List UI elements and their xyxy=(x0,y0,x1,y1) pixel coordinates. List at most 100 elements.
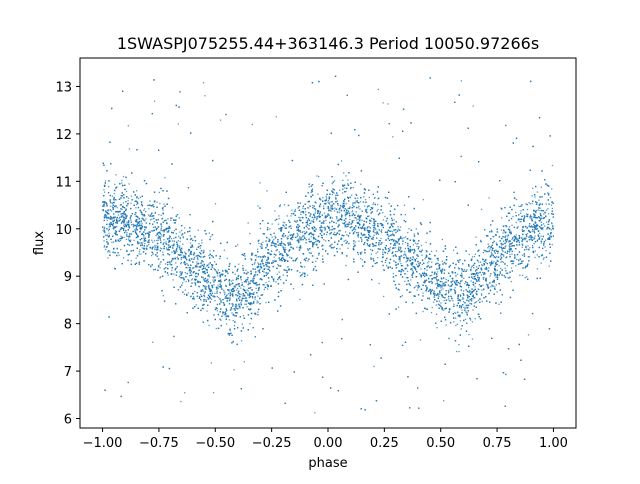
scatter-point xyxy=(399,260,401,263)
scatter-point xyxy=(299,239,301,241)
scatter-point xyxy=(458,344,460,346)
scatter-point xyxy=(505,272,507,274)
scatter-point xyxy=(389,246,391,248)
scatter-point xyxy=(431,281,434,283)
scatter-point xyxy=(265,301,267,304)
scatter-point xyxy=(296,257,298,259)
scatter-point xyxy=(525,213,528,215)
scatter-point xyxy=(167,218,169,220)
scatter-point xyxy=(108,232,110,235)
scatter-point xyxy=(275,116,277,118)
scatter-point xyxy=(204,95,206,97)
scatter-point xyxy=(160,226,163,228)
scatter-point xyxy=(506,226,508,228)
scatter-point xyxy=(343,240,345,242)
scatter-point xyxy=(242,315,245,317)
scatter-point xyxy=(439,293,441,295)
scatter-point xyxy=(400,262,402,265)
scatter-point xyxy=(225,284,227,287)
scatter-point xyxy=(176,246,178,248)
scatter-point xyxy=(452,249,455,251)
scatter-point xyxy=(152,241,154,243)
scatter-point xyxy=(132,230,135,232)
scatter-point xyxy=(154,245,156,247)
scatter-point xyxy=(508,251,511,253)
scatter-point xyxy=(376,191,379,193)
scatter-point xyxy=(128,183,130,185)
scatter-point xyxy=(535,209,538,212)
scatter-point xyxy=(329,209,332,211)
scatter-point xyxy=(413,287,415,289)
scatter-point xyxy=(206,282,208,284)
scatter-point xyxy=(179,277,182,279)
scatter-point xyxy=(480,208,483,211)
scatter-point xyxy=(156,239,158,242)
scatter-point xyxy=(532,226,534,229)
scatter-point xyxy=(140,210,142,212)
scatter-point xyxy=(345,231,347,233)
scatter-point xyxy=(290,215,292,217)
scatter-point xyxy=(359,208,361,210)
scatter-point xyxy=(114,230,117,232)
scatter-point xyxy=(273,256,275,258)
scatter-point xyxy=(202,290,204,292)
scatter-point xyxy=(499,270,501,273)
scatter-point xyxy=(345,203,347,205)
scatter-point xyxy=(249,232,251,235)
scatter-point xyxy=(283,236,285,238)
scatter-point xyxy=(161,230,163,232)
scatter-point xyxy=(360,183,362,185)
scatter-point xyxy=(547,208,549,210)
scatter-point xyxy=(323,222,325,224)
scatter-point xyxy=(203,279,205,281)
scatter-point xyxy=(343,172,345,174)
scatter-point xyxy=(334,207,336,209)
scatter-point xyxy=(174,252,177,254)
scatter-point xyxy=(542,223,545,225)
scatter-point xyxy=(143,237,145,239)
scatter-point xyxy=(123,221,125,223)
scatter-point xyxy=(233,325,236,327)
scatter-point xyxy=(361,219,363,221)
scatter-point xyxy=(263,255,265,257)
scatter-point xyxy=(136,203,138,206)
scatter-point xyxy=(104,226,106,228)
scatter-point xyxy=(372,224,374,227)
scatter-point xyxy=(487,243,489,245)
scatter-point xyxy=(504,225,506,227)
scatter-point xyxy=(130,219,132,221)
scatter-point xyxy=(116,206,118,209)
scatter-point xyxy=(549,196,552,199)
scatter-point xyxy=(115,187,117,189)
scatter-point xyxy=(351,211,353,213)
scatter-point xyxy=(359,223,361,225)
scatter-point xyxy=(392,136,394,138)
scatter-point xyxy=(462,298,465,300)
scatter-point xyxy=(461,272,463,274)
scatter-point xyxy=(206,265,208,267)
scatter-point xyxy=(331,243,333,245)
scatter-point xyxy=(286,270,288,272)
scatter-point xyxy=(413,258,415,260)
scatter-point xyxy=(298,237,300,240)
scatter-point xyxy=(508,250,511,252)
scatter-point xyxy=(103,214,106,217)
scatter-point xyxy=(257,205,259,207)
scatter-point xyxy=(489,248,491,250)
scatter-point xyxy=(258,242,260,245)
scatter-point xyxy=(240,293,242,296)
scatter-point xyxy=(440,302,442,304)
scatter-point xyxy=(361,251,363,253)
scatter-point xyxy=(418,262,420,264)
scatter-point xyxy=(121,208,123,211)
scatter-point xyxy=(454,281,456,283)
scatter-point xyxy=(405,261,407,263)
scatter-point xyxy=(103,240,105,242)
scatter-point xyxy=(283,225,285,227)
scatter-point xyxy=(361,227,364,229)
scatter-point xyxy=(208,232,210,234)
scatter-point xyxy=(284,222,286,224)
scatter-point xyxy=(248,293,251,295)
scatter-point xyxy=(314,210,317,212)
scatter-point xyxy=(436,271,439,273)
